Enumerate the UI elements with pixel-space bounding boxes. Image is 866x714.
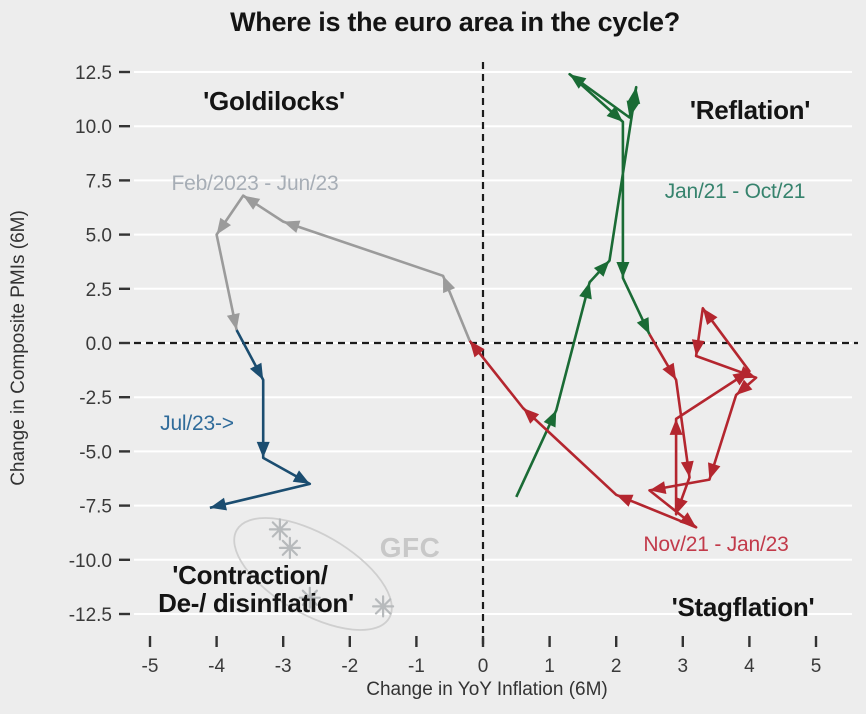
arrowhead (443, 275, 456, 294)
arrowhead (616, 262, 630, 278)
x-tick-label: -5 (142, 656, 159, 677)
arrowhead (702, 308, 718, 325)
gfc-asterisk-markers (268, 518, 395, 618)
x-tick-label: 5 (811, 656, 822, 677)
y-tick-label: 12.5 (75, 63, 112, 84)
x-tick-label: 3 (678, 656, 689, 677)
arrowhead (579, 282, 592, 300)
quadrant-label-contraction-line2: De-/ disinflation' (158, 588, 354, 618)
arrowhead (626, 100, 640, 118)
arrowhead (243, 195, 261, 210)
arrowhead (523, 408, 540, 424)
arrowhead (649, 481, 667, 494)
arrowhead (569, 74, 587, 89)
series-label-jan21-oct21: Jan/21 - Oct/21 (665, 180, 806, 203)
x-tick-label: -2 (341, 656, 358, 677)
gridlines (134, 71, 852, 615)
arrowhead (675, 497, 688, 515)
arrowhead (691, 339, 705, 356)
arrowhead (606, 106, 623, 122)
quadrant-label-reflation: 'Reflation' (690, 95, 810, 125)
y-tick-label: 5.0 (86, 226, 112, 247)
gfc-asterisk (298, 586, 321, 609)
y-tick-label: -10.0 (69, 551, 112, 572)
series-label-feb2023-jun23: Feb/2023 - Jun/23 (171, 172, 338, 195)
arrowhead (627, 87, 641, 104)
gfc-asterisk (268, 518, 291, 541)
series-1 (209, 329, 312, 511)
quadrant-label-goldilocks: 'Goldilocks' (203, 86, 345, 116)
x-axis-title: Change in YoY Inflation (6M) (366, 679, 608, 700)
series-3 (468, 306, 758, 529)
arrowhead (662, 362, 677, 380)
quadrant-label-contraction-line1: 'Contraction/ (172, 560, 327, 590)
x-tick-label: -1 (408, 656, 425, 677)
arrowhead (593, 260, 610, 277)
series-label-jul23: Jul/23-> (160, 412, 234, 435)
gfc-asterisk (372, 595, 395, 618)
x-tick-label: 2 (611, 656, 622, 677)
series-2 (515, 72, 651, 498)
y-tick-label: -7.5 (79, 497, 112, 518)
y-tick-label: 7.5 (86, 171, 112, 192)
gfc-asterisk (278, 536, 301, 559)
arrowhead (636, 317, 650, 335)
arrowhead (543, 410, 557, 428)
y-tick-label: -2.5 (79, 388, 112, 409)
arrowhead (736, 379, 753, 395)
x-tick-label: 1 (544, 656, 555, 677)
arrowhead (209, 497, 227, 511)
arrowhead (292, 470, 310, 484)
gfc-ellipse (233, 517, 393, 631)
data-series (209, 72, 758, 529)
arrowhead (216, 217, 231, 235)
zero-dashed-lines (134, 62, 858, 644)
arrowhead (616, 494, 634, 507)
y-axis-title: Change in Composite PMIs (6M) (8, 210, 29, 486)
y-tick-label: -5.0 (79, 442, 112, 463)
gfc-label: GFC (380, 532, 441, 563)
chart-title: Where is the euro area in the cycle? (230, 7, 680, 37)
x-tick-label: -4 (208, 656, 225, 677)
arrowhead (738, 366, 757, 379)
y-tick-label: 2.5 (86, 280, 112, 301)
arrowhead (249, 362, 264, 380)
series-label-nov21-jan23: Nov/21 - Jan/23 (643, 533, 788, 556)
series-0 (215, 194, 471, 342)
arrowhead (283, 220, 301, 233)
arrowhead (680, 460, 694, 478)
arrowhead (256, 441, 270, 458)
arrowhead (669, 418, 683, 435)
x-tick-label: 0 (478, 656, 489, 677)
y-tick-label: 0.0 (86, 334, 112, 355)
arrowhead (679, 512, 697, 528)
axis-ticks: -5 -4 -3 -2 -1 0 1 2 3 4 5 12.5 10.0 7.5 5.0 2.5 0.0 -2.5… (69, 63, 822, 677)
arrowhead (469, 340, 485, 358)
arrowhead (226, 313, 240, 330)
x-tick-label: 4 (744, 656, 755, 677)
y-tick-label: 10.0 (75, 117, 112, 138)
x-tick-label: -3 (275, 656, 292, 677)
y-tick-label: -12.5 (69, 605, 112, 626)
arrowhead (708, 462, 721, 480)
series-path (468, 306, 758, 529)
quadrant-label-stagflation: 'Stagflation' (672, 592, 815, 622)
